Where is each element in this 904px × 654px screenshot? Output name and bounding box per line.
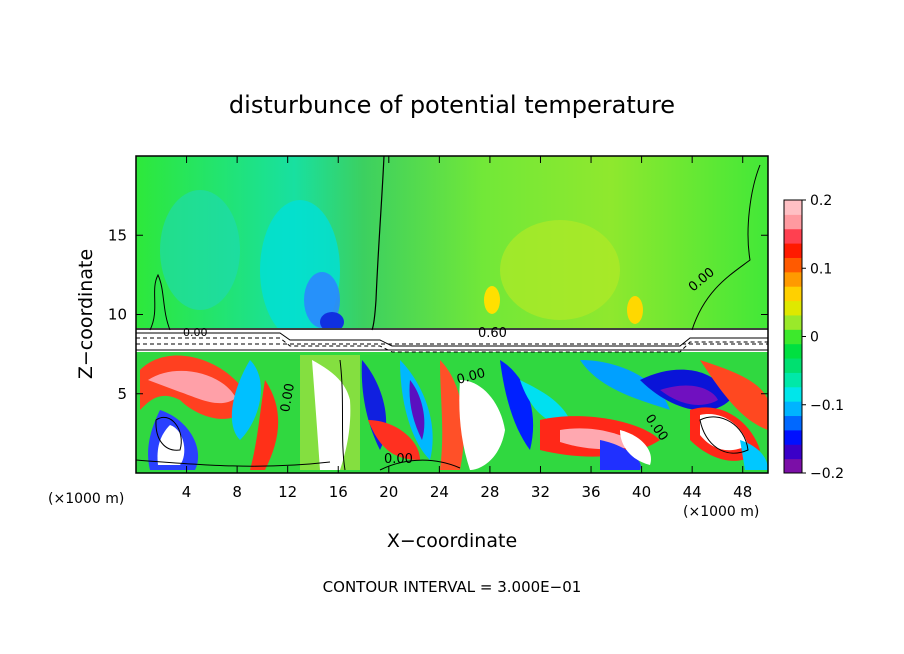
contour-lines (136, 156, 768, 471)
colorbar-swatch (784, 401, 802, 417)
x-tick-label: 44 (683, 483, 702, 501)
colorbar-swatch (784, 444, 802, 460)
colorbar-label: −0.1 (810, 398, 844, 414)
x-tick-label: 36 (581, 483, 600, 501)
y-tick-label: 5 (117, 385, 127, 403)
chart-title: disturbunce of potential temperature (229, 91, 675, 119)
colorbar-swatch (784, 314, 802, 330)
x-tick-label: 12 (278, 483, 297, 501)
cool-anomaly-left (160, 190, 240, 310)
colorbar-swatch (784, 214, 802, 230)
colorbar-swatch (784, 271, 802, 287)
y-axis-label: Z−coordinate (75, 249, 97, 379)
plot-area: 0.00 0.60 0.00 0.00 0.00 0.00 0.00 (136, 156, 768, 473)
contour-label: 0.00 (455, 366, 487, 388)
colorbar-label: 0.1 (810, 261, 832, 277)
x-tick-label: 32 (531, 483, 550, 501)
colorbar-swatch (784, 358, 802, 373)
x-tick-label: 8 (232, 483, 242, 501)
colorbar-swatch (784, 343, 802, 359)
colorbar-swatch (784, 415, 802, 431)
colorbar-swatch (784, 243, 802, 258)
warm-anomaly-right (627, 296, 643, 324)
colorbar-swatch (784, 286, 802, 302)
x-tick-label: 28 (480, 483, 499, 501)
contour-label: 0.00 (384, 452, 413, 467)
colorbar-labels: 0.2 0.1 0 −0.1 −0.2 (802, 193, 844, 482)
colorbar-swatch (784, 200, 802, 215)
colorbar-swatch (784, 300, 802, 316)
turbulent-cells (140, 355, 768, 470)
warm-anomaly-core (484, 286, 500, 314)
colorbar-swatch (784, 257, 802, 273)
x-axis-label: X−coordinate (387, 530, 517, 552)
colorbar-swatch (784, 458, 802, 474)
y-axis: 5 10 15 (108, 226, 768, 403)
x-tick-label: 24 (430, 483, 449, 501)
colorbar-swatch (784, 386, 802, 402)
x-tick-label: 48 (733, 483, 752, 501)
colorbar (784, 200, 802, 474)
y-tick-label: 15 (108, 226, 127, 244)
x-tick-label: 40 (632, 483, 651, 501)
colorbar-swatch (784, 228, 802, 244)
colorbar-label: −0.2 (810, 466, 844, 482)
x-axis-unit-left: (×1000 m) (48, 491, 124, 507)
inversion-white-band (136, 328, 768, 352)
contour-label: 0.00 (183, 326, 208, 339)
x-tick-label: 20 (379, 483, 398, 501)
cool-anomaly-tip (320, 312, 344, 332)
colorbar-label: 0 (810, 330, 819, 346)
colorbar-label: 0.2 (810, 193, 832, 209)
upper-field (136, 156, 768, 332)
x-axis: 4 8 12 16 20 24 28 32 36 40 44 48 (182, 156, 752, 501)
colorbar-swatch (784, 329, 802, 345)
contour-label: 0.60 (478, 326, 507, 341)
colorbar-swatch (784, 429, 802, 445)
colorbar-swatch (784, 372, 802, 388)
y-tick-label: 10 (108, 306, 127, 324)
x-tick-label: 16 (329, 483, 348, 501)
contour-label: 0.00 (278, 382, 298, 413)
x-axis-unit-right: (×1000 m) (683, 504, 759, 520)
x-tick-label: 4 (182, 483, 192, 501)
warm-anomaly (500, 220, 620, 320)
contour-interval-note: CONTOUR INTERVAL = 3.000E−01 (323, 578, 582, 596)
